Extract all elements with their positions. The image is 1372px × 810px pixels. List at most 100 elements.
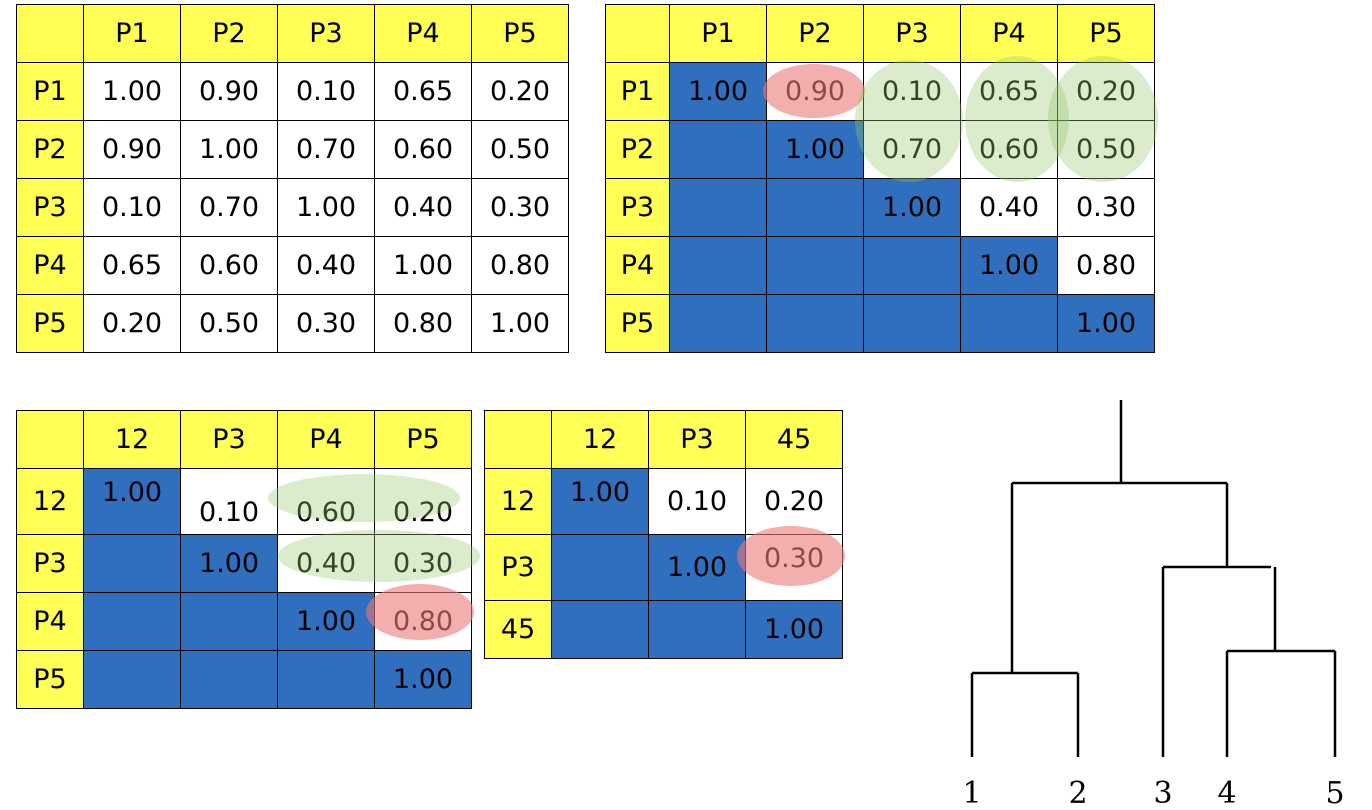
matrix-cell: 0.10 [277, 62, 375, 121]
table-row: P3 1.00 0.30 [484, 534, 843, 601]
matrix-cell: 0.20 [374, 468, 472, 535]
matrix-cell: 1.00 [180, 120, 278, 179]
column-header: 12 [83, 410, 181, 469]
blank-cell [277, 650, 375, 709]
column-header: P3 [277, 4, 375, 63]
row-header: P4 [16, 236, 84, 295]
blank-cell [83, 534, 181, 593]
table-row: P4 1.00 0.80 [605, 236, 1155, 295]
similarity-matrix-upper: P1 P2 P3 P4 P5 P1 1.00 0.90 0.10 0.65 0.… [605, 4, 1155, 353]
matrix-cell: 0.20 [471, 62, 569, 121]
dendrogram: 1 2 3 4 5 [962, 400, 1345, 805]
header-row: 12 P3 45 [484, 410, 843, 469]
diagonal-cell: 1.00 [766, 120, 864, 179]
matrix-cell: 0.80 [1057, 236, 1155, 295]
row-header: P4 [16, 592, 84, 651]
blank-cell [551, 600, 649, 659]
matrix-cell: 0.20 [83, 294, 181, 353]
header-row: P1 P2 P3 P4 P5 [605, 4, 1155, 63]
matrix-cell: 0.40 [277, 534, 375, 593]
corner-cell [16, 410, 84, 469]
blank-cell [863, 294, 961, 353]
matrix-cell: 0.65 [374, 62, 472, 121]
matrix-cell: 0.70 [277, 120, 375, 179]
column-header: P3 [648, 410, 746, 469]
table-row: P3 0.10 0.70 1.00 0.40 0.30 [16, 178, 569, 237]
matrix-cell: 1.00 [83, 62, 181, 121]
matrix-cell: 0.80 [471, 236, 569, 295]
matrix-cell: 0.10 [648, 468, 746, 535]
table-row: P4 0.65 0.60 0.40 1.00 0.80 [16, 236, 569, 295]
row-header: P2 [16, 120, 84, 179]
corner-cell [16, 4, 84, 63]
diagonal-cell: 1.00 [960, 236, 1058, 295]
table-row: P5 1.00 [16, 650, 472, 709]
matrix-cell: 0.30 [745, 534, 843, 601]
row-header: P5 [16, 650, 84, 709]
blank-cell [766, 294, 864, 353]
row-header: 12 [16, 468, 84, 535]
matrix-cell: 0.40 [277, 236, 375, 295]
similarity-matrix-full: P1 P2 P3 P4 P5 P1 1.00 0.90 0.10 0.65 0.… [16, 4, 569, 353]
blank-cell [83, 650, 181, 709]
matrix-cell: 0.65 [83, 236, 181, 295]
dendro-leaf-label: 5 [1325, 776, 1344, 805]
matrix-cell: 0.30 [374, 534, 472, 593]
table-row: P1 1.00 0.90 0.10 0.65 0.20 [605, 62, 1155, 121]
row-header: P1 [605, 62, 670, 121]
table-row: P5 0.20 0.50 0.30 0.80 1.00 [16, 294, 569, 353]
dendro-leaf-label: 1 [962, 776, 981, 805]
blank-cell [669, 178, 767, 237]
table-row: 45 1.00 [484, 600, 843, 659]
corner-cell [605, 4, 670, 63]
row-header: 45 [484, 600, 552, 659]
matrix-cell: 0.30 [1057, 178, 1155, 237]
row-header: P4 [605, 236, 670, 295]
blank-cell [960, 294, 1058, 353]
matrix-cell: 0.60 [374, 120, 472, 179]
matrix-cell: 0.90 [83, 120, 181, 179]
diagonal-cell: 1.00 [180, 534, 278, 593]
matrix-cell: 0.60 [277, 468, 375, 535]
diagonal-cell: 1.00 [1057, 294, 1155, 353]
dendro-leaf-label: 2 [1068, 776, 1087, 805]
column-header: 12 [551, 410, 649, 469]
matrix-cell: 0.90 [180, 62, 278, 121]
matrix-cell: 1.00 [374, 236, 472, 295]
blank-cell [669, 120, 767, 179]
matrix-cell: 0.20 [745, 468, 843, 535]
matrix-cell: 0.50 [1057, 120, 1155, 179]
table-row: P3 1.00 0.40 0.30 [16, 534, 472, 593]
row-header: P3 [605, 178, 670, 237]
row-header: P3 [16, 534, 84, 593]
table-row: P3 1.00 0.40 0.30 [605, 178, 1155, 237]
table-row: 12 1.00 0.10 0.60 0.20 [16, 468, 472, 535]
matrix-cell: 0.10 [863, 62, 961, 121]
diagonal-cell: 1.00 [374, 650, 472, 709]
column-header: P1 [83, 4, 181, 63]
matrix-cell: 0.60 [180, 236, 278, 295]
diagonal-cell: 1.00 [648, 534, 746, 601]
matrix-cell: 0.30 [471, 178, 569, 237]
matrix-cell: 0.20 [1057, 62, 1155, 121]
diagonal-cell: 1.00 [551, 468, 649, 535]
matrix-cell: 0.90 [766, 62, 864, 121]
blank-cell [180, 650, 278, 709]
column-header: P1 [669, 4, 767, 63]
column-header: P4 [374, 4, 472, 63]
column-header: P3 [180, 410, 278, 469]
matrix-cell: 0.60 [960, 120, 1058, 179]
matrix-cell: 0.30 [277, 294, 375, 353]
table-row: P1 1.00 0.90 0.10 0.65 0.20 [16, 62, 569, 121]
matrix-cell: 0.70 [180, 178, 278, 237]
blank-cell [669, 236, 767, 295]
blank-cell [648, 600, 746, 659]
diagonal-cell: 1.00 [863, 178, 961, 237]
row-header: P3 [16, 178, 84, 237]
column-header: P5 [471, 4, 569, 63]
row-header: P2 [605, 120, 670, 179]
column-header: P5 [1057, 4, 1155, 63]
blank-cell [83, 592, 181, 651]
column-header: P2 [766, 4, 864, 63]
matrix-cell: 0.70 [863, 120, 961, 179]
